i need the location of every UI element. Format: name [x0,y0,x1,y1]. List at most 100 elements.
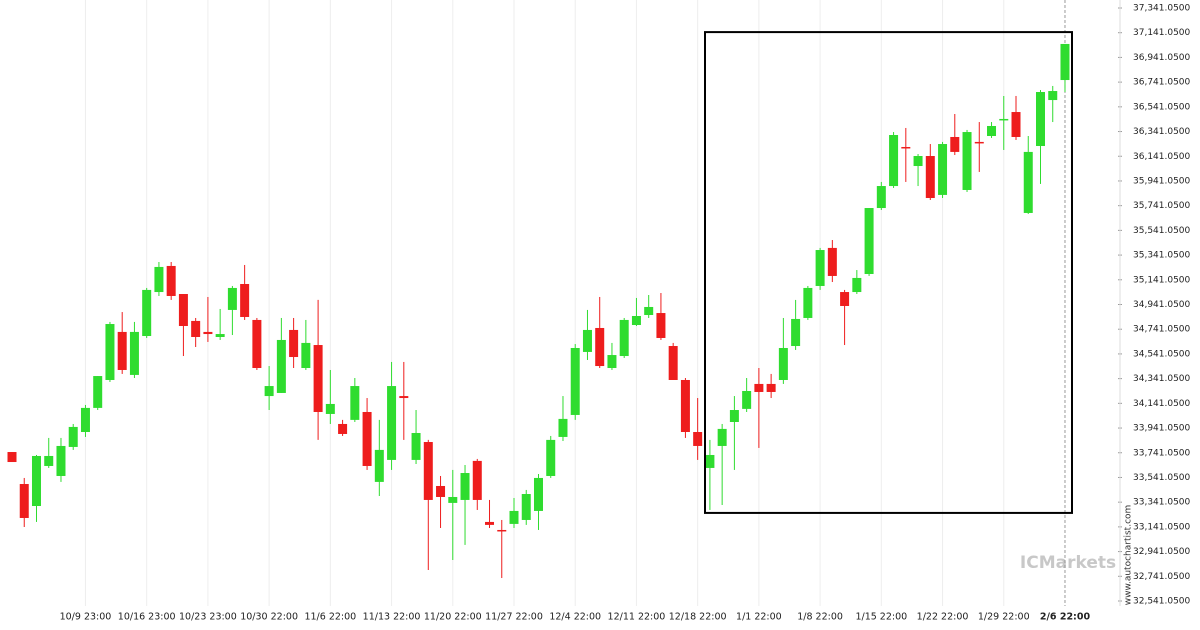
candle-body [142,289,152,337]
candle-body [313,345,323,412]
candle-body [497,529,507,532]
y-tick-label: 34,741.0500 [1133,325,1191,335]
candle-body [546,439,556,476]
candle-body [840,292,850,306]
y-tick-label: 35,541.0500 [1133,226,1191,236]
candle-body [56,445,66,476]
candle-body [889,135,899,187]
candle-body [215,334,225,337]
x-tick-label: 10/9 23:00 [60,612,112,623]
candle-body [901,146,911,149]
candle-body [742,390,752,409]
candle-body [105,324,115,380]
candle-body [693,432,703,446]
candle-body [962,132,972,190]
candle-body [178,294,188,327]
x-tick-label: 12/18 22:00 [669,612,727,623]
candle-body [166,265,176,296]
candle-body [7,452,17,463]
candle-body [423,442,433,500]
candle-body [93,376,103,408]
candle-body [436,485,446,497]
candle-body [31,455,41,507]
x-tick-label: 11/6 22:00 [304,612,356,623]
candle-body [338,423,348,434]
candle-body [448,496,458,503]
candle-body [974,141,984,144]
candle-body [362,411,372,466]
candle-body [240,283,250,317]
x-tick-label: 1/22 22:00 [917,612,969,623]
candle-body [485,521,495,525]
candle-body [1011,112,1021,137]
candle-body [264,386,274,397]
candle-body [399,396,409,399]
candle-body [276,339,286,393]
candle-body [533,477,543,511]
candle-body [191,320,201,337]
y-tick-label: 36,341.0500 [1133,127,1191,137]
candle-body [80,407,90,433]
x-tick-label: 10/23 23:00 [179,612,237,623]
y-tick-label: 34,941.0500 [1133,300,1191,310]
candle-body [117,331,127,370]
candle-body [705,454,715,468]
candle-body [203,331,213,335]
candle-body [913,156,923,167]
candle-body [350,386,360,420]
candle-body [791,318,801,347]
candle-body [582,329,592,352]
x-tick-label: 10/16 23:00 [118,612,176,623]
candle-body [827,247,837,276]
y-tick-label: 37,141.0500 [1133,28,1191,38]
candle-body [595,327,605,367]
candle-body [374,449,384,482]
y-tick-label: 33,741.0500 [1133,448,1191,458]
x-tick-label: 2/6 22:00 [1040,612,1091,623]
y-tick-label: 33,341.0500 [1133,498,1191,508]
candle-body [680,379,690,433]
candle-body [631,315,641,326]
y-tick-label: 33,941.0500 [1133,424,1191,434]
candle-body [999,118,1009,121]
candle-body [154,266,164,293]
candle-body [1048,91,1058,101]
candle-body [778,347,788,380]
candle-body [44,455,54,466]
y-tick-label: 32,741.0500 [1133,572,1191,582]
source-label: www.autochartist.com [1124,505,1134,606]
x-tick-label: 11/27 22:00 [485,612,543,623]
candle-body [766,383,776,392]
y-tick-label: 37,341.0500 [1133,4,1191,14]
candle-body [619,319,629,357]
candle-body [129,331,139,375]
x-tick-label: 1/15 22:00 [855,612,907,623]
candle-body [289,329,299,358]
candle-body [1035,92,1045,147]
candle-body [864,208,874,274]
y-tick-label: 36,541.0500 [1133,102,1191,112]
candle-body [558,418,568,437]
candle-body [607,355,617,369]
candle-body [729,410,739,422]
y-tick-label: 34,541.0500 [1133,349,1191,359]
candle-body [460,473,470,500]
x-tick-label: 12/4 22:00 [549,612,601,623]
candle-body [1023,151,1033,213]
x-tick-label: 11/20 22:00 [424,612,482,623]
x-tick-label: 10/30 22:00 [240,612,298,623]
candle-body [717,428,727,446]
pattern-box [704,31,1073,514]
candle-body [387,386,397,460]
x-tick-label: 1/29 22:00 [978,612,1030,623]
watermark: ICMarkets [1020,553,1116,573]
candle-body [68,426,78,447]
y-tick-label: 35,941.0500 [1133,176,1191,186]
x-tick-label: 1/1 22:00 [736,612,782,623]
candle-body [227,287,237,310]
candle-body [803,287,813,318]
candle-body [252,319,262,369]
candle-body [472,460,482,500]
y-tick-label: 36,741.0500 [1133,78,1191,88]
